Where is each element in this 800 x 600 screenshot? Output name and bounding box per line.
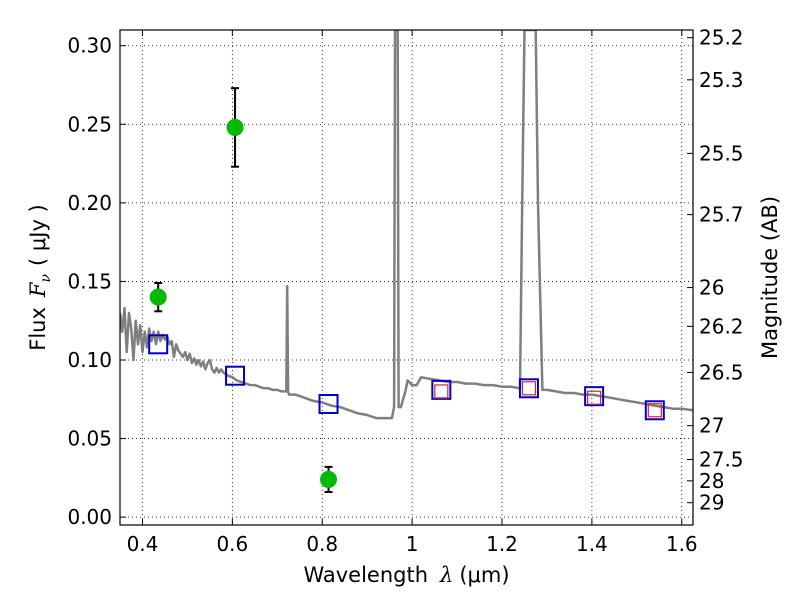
model-point-red — [521, 381, 537, 396]
model-point-blue — [644, 400, 665, 421]
magnitude-tick-label: 26.2 — [699, 314, 744, 338]
model-point-blue — [431, 379, 452, 400]
x-tick-label: 1.2 — [486, 532, 518, 556]
magnitude-tick-label: 26.5 — [699, 360, 744, 384]
model-point-blue — [225, 365, 246, 386]
x-tick-label: 0.8 — [306, 532, 338, 556]
y-tick-label: 0.10 — [67, 348, 112, 372]
x-axis-label-text: Wavelength — [303, 563, 428, 587]
magnitude-tick-label: 29 — [699, 491, 724, 515]
x-tick-label: 1.6 — [666, 532, 698, 556]
y-tick-label: 0.15 — [67, 269, 112, 293]
x-tick-label: 0.6 — [216, 532, 248, 556]
magnitude-tick-label: 28 — [699, 469, 724, 493]
x-axis-symbol: λ — [439, 563, 453, 587]
y-tick-label: 0.20 — [67, 191, 112, 215]
magnitude-tick-label: 27 — [699, 414, 724, 438]
grid-lines — [120, 30, 693, 525]
magnitude-tick-label: 25.3 — [699, 68, 744, 92]
model-point-blue — [584, 386, 605, 407]
magnitude-tick-label: 25.7 — [699, 203, 744, 227]
y-axis-label-text: Flux — [26, 307, 50, 351]
magnitude-tick-label: 27.5 — [699, 447, 744, 471]
y-tick-label: 0.00 — [67, 505, 112, 529]
model-point-red — [434, 384, 449, 399]
model-point-red — [587, 390, 602, 405]
y-axis-unit: ( μJy ) — [26, 204, 50, 266]
observed-point — [320, 470, 338, 488]
x-tick-label: 1.4 — [576, 532, 608, 556]
y-tick-label: 0.30 — [67, 34, 112, 58]
y-tick-label: 0.05 — [67, 427, 112, 451]
model-point-blue — [318, 394, 339, 414]
x-tick-label: 1 — [406, 532, 419, 556]
magnitude-tick-label: 26 — [699, 276, 724, 300]
y-axis-symbol: F — [26, 281, 50, 298]
observed-point — [226, 118, 244, 136]
model-point-blue — [148, 334, 169, 355]
y-tick-label: 0.25 — [67, 112, 112, 136]
axis-ticks: 0.4 0.6 0.8 1 1.2 1.4 1.6 0.00 0.05 0.10 0.15 0.20 0… — [67, 26, 743, 556]
magnitude-tick-label: 25.5 — [699, 141, 744, 165]
x-tick-label: 0.4 — [127, 532, 159, 556]
spectrum-layer — [120, 30, 693, 420]
magnitude-tick-label: 25.2 — [699, 26, 744, 50]
x-axis-title: Wavelength λ (μm) — [303, 563, 509, 587]
plot-frame — [119, 29, 694, 526]
right-axis-title: Magnitude (AB) — [758, 196, 782, 359]
markers-layer — [148, 87, 665, 493]
y-axis-title: Flux Fν ( μJy ) — [26, 204, 54, 350]
x-axis-unit: (μm) — [459, 563, 509, 587]
spectrum-line — [120, 30, 693, 420]
y-axis-subscript: ν — [38, 274, 54, 283]
model-point-red — [647, 403, 662, 418]
observed-point — [149, 288, 167, 306]
model-point-blue — [518, 378, 539, 399]
